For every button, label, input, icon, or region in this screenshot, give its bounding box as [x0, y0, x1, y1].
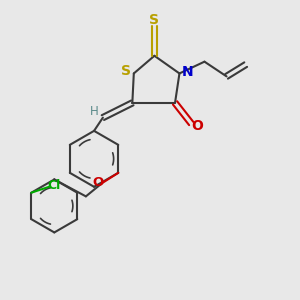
Text: S: S: [121, 64, 130, 78]
Text: Cl: Cl: [48, 179, 61, 192]
Text: S: S: [149, 13, 159, 27]
Text: O: O: [92, 176, 103, 189]
Text: O: O: [191, 119, 203, 134]
Text: N: N: [181, 65, 193, 79]
Text: H: H: [90, 105, 99, 118]
